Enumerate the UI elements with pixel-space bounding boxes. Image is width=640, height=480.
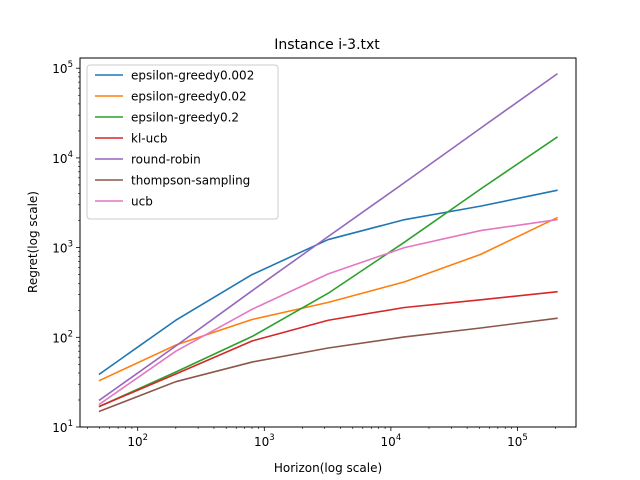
y-tick-label-3: 103 (52, 240, 73, 256)
y-axis-ticks: 101 102 103 104 105 (52, 60, 80, 435)
legend-label-2: epsilon-greedy0.02 (131, 90, 247, 104)
x-axis-ticks: 102 103 104 105 (87, 427, 556, 449)
legend: epsilon-greedy0.002 epsilon-greedy0.02 eps… (86, 64, 279, 220)
x-tick-label-3: 104 (381, 433, 402, 449)
legend-label-7: ucb (131, 195, 153, 209)
legend-label-4: kl-ucb (131, 132, 167, 146)
plot-frame (79, 57, 577, 428)
series-line-1 (98, 189, 558, 376)
series-line-6 (98, 317, 558, 413)
y-tick-label-4: 104 (52, 150, 73, 166)
x-tick-label-1: 102 (127, 433, 148, 449)
chart-title: Instance i-3.txt (274, 37, 380, 53)
series-line-7 (98, 218, 558, 406)
series-layer (98, 72, 558, 413)
legend-label-1: epsilon-greedy0.002 (131, 69, 254, 83)
legend-label-3: epsilon-greedy0.2 (131, 111, 239, 125)
legend-label-6: thompson-sampling (131, 174, 250, 188)
x-tick-label-4: 105 (507, 433, 528, 449)
y-axis-label: Regret(log scale) (26, 191, 40, 293)
legend-box (86, 64, 279, 220)
series-line-3 (98, 136, 558, 408)
x-axis-label: Horizon(log scale) (274, 461, 382, 475)
y-tick-label-1: 101 (52, 419, 73, 435)
y-tick-label-2: 102 (52, 329, 73, 345)
legend-label-5: round-robin (131, 153, 201, 167)
y-tick-label-5: 105 (52, 60, 73, 76)
series-line-5 (98, 72, 558, 402)
series-line-4 (98, 290, 558, 408)
x-tick-label-2: 103 (254, 433, 275, 449)
